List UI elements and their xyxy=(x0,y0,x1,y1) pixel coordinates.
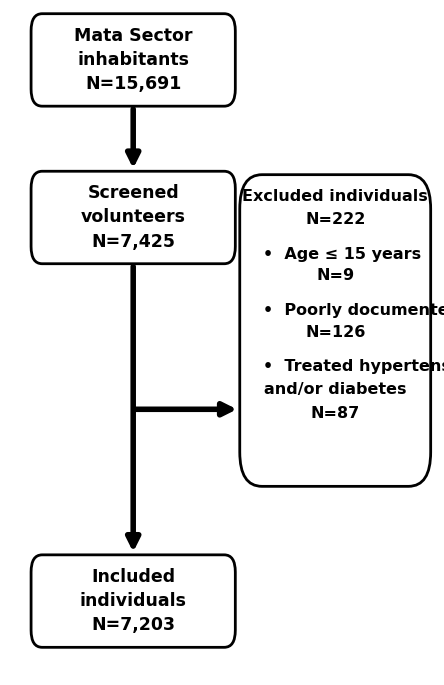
FancyBboxPatch shape xyxy=(31,555,235,647)
Text: Included
individuals
N=7,203: Included individuals N=7,203 xyxy=(80,568,186,634)
Text: •  Treated hypertension: • Treated hypertension xyxy=(263,359,444,374)
Text: N=222: N=222 xyxy=(305,212,365,227)
FancyBboxPatch shape xyxy=(31,171,235,264)
FancyBboxPatch shape xyxy=(31,14,235,106)
Text: •  Poorly documented: • Poorly documented xyxy=(263,303,444,318)
Text: Excluded individuals: Excluded individuals xyxy=(242,189,428,204)
Text: N=87: N=87 xyxy=(311,406,360,421)
Text: N=9: N=9 xyxy=(316,269,354,284)
Text: N=126: N=126 xyxy=(305,325,365,340)
Text: Mata Sector
inhabitants
N=15,691: Mata Sector inhabitants N=15,691 xyxy=(74,27,192,93)
Text: Screened
volunteers
N=7,425: Screened volunteers N=7,425 xyxy=(81,184,186,251)
FancyBboxPatch shape xyxy=(240,175,431,486)
Text: •  Age ≤ 15 years: • Age ≤ 15 years xyxy=(263,247,421,262)
Text: and/or diabetes: and/or diabetes xyxy=(264,382,406,397)
